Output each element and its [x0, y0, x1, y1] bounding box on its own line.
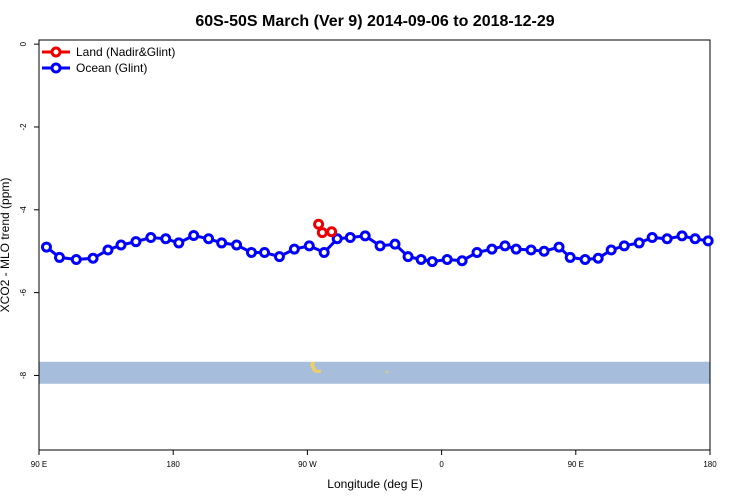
y-tick-label: -2	[19, 123, 28, 131]
data-point	[374, 240, 386, 252]
data-point	[702, 235, 714, 247]
data-point	[426, 256, 438, 268]
data-point	[70, 253, 82, 265]
data-point	[273, 251, 285, 263]
x-tick-label: 180	[703, 460, 717, 469]
data-point	[54, 251, 66, 263]
data-point	[359, 230, 371, 242]
data-point	[456, 255, 468, 267]
map-land-patch	[314, 369, 321, 373]
data-point	[259, 246, 271, 258]
map-land-patch	[310, 361, 317, 373]
data-point	[592, 252, 604, 264]
data-point	[538, 245, 550, 257]
data-point	[40, 241, 52, 253]
x-tick-label: 90 E	[568, 460, 584, 469]
data-point	[331, 233, 343, 245]
data-point	[579, 253, 591, 265]
data-point	[318, 246, 330, 258]
data-point	[402, 251, 414, 263]
data-point	[115, 239, 127, 251]
map-ocean-band	[39, 361, 710, 384]
data-point	[87, 252, 99, 264]
data-point	[525, 244, 537, 256]
legend-marker	[50, 46, 62, 58]
legend-marker	[50, 62, 62, 74]
x-tick-label: 90 W	[298, 460, 317, 469]
data-point	[102, 244, 114, 256]
data-point	[633, 237, 645, 249]
data-point	[145, 232, 157, 244]
data-point	[486, 243, 498, 255]
data-point	[288, 243, 300, 255]
data-point	[188, 229, 200, 241]
data-point	[564, 251, 576, 263]
y-tick-label: -4	[19, 206, 28, 214]
data-point	[510, 243, 522, 255]
data-point	[231, 239, 243, 251]
data-point	[203, 233, 215, 245]
data-point	[316, 227, 328, 239]
x-tick-label: 0	[439, 460, 444, 469]
data-point	[646, 232, 658, 244]
x-tick-label: 90 E	[31, 460, 47, 469]
data-point	[344, 232, 356, 244]
data-point	[676, 230, 688, 242]
data-point	[471, 246, 483, 258]
map-land-patch	[385, 370, 388, 373]
legend: Land (Nadir&Glint) Ocean (Glint)	[42, 45, 175, 75]
data-point	[160, 233, 172, 245]
y-tick-label: -6	[19, 289, 28, 297]
data-point	[415, 253, 427, 265]
data-point	[326, 226, 338, 238]
data-point	[245, 246, 257, 258]
series-layer	[40, 218, 714, 268]
data-point	[618, 240, 630, 252]
map-band	[39, 361, 710, 384]
x-axis-label: Longitude (deg E)	[327, 477, 422, 491]
legend-label: Ocean (Glint)	[76, 61, 147, 75]
data-point	[661, 233, 673, 245]
data-point	[130, 236, 142, 248]
data-point	[216, 237, 228, 249]
data-point	[313, 218, 325, 230]
data-point	[689, 233, 701, 245]
data-point	[605, 244, 617, 256]
chart-title: 60S-50S March (Ver 9) 2014-09-06 to 2018…	[195, 13, 554, 30]
y-axis-label: XCO2 - MLO trend (ppm)	[0, 178, 12, 313]
data-point	[441, 253, 453, 265]
data-point	[499, 240, 511, 252]
data-point	[173, 237, 185, 249]
data-point	[389, 238, 401, 250]
x-axis: 90 E 180 90 W 0 90 E 180	[31, 450, 717, 469]
data-point	[553, 241, 565, 253]
legend-label: Land (Nadir&Glint)	[76, 45, 175, 59]
data-point	[303, 240, 315, 252]
y-tick-label: -8	[19, 371, 28, 379]
y-axis: 0 -2 -4 -6 -8	[19, 41, 39, 379]
x-tick-label: 180	[167, 460, 181, 469]
y-tick-label: 0	[19, 41, 28, 46]
